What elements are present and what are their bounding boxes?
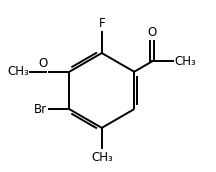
Text: O: O xyxy=(39,57,48,70)
Text: O: O xyxy=(147,26,157,39)
Text: CH₃: CH₃ xyxy=(174,55,196,68)
Text: CH₃: CH₃ xyxy=(8,65,29,78)
Text: F: F xyxy=(98,17,105,30)
Text: Br: Br xyxy=(34,103,47,116)
Text: CH₃: CH₃ xyxy=(91,150,113,164)
